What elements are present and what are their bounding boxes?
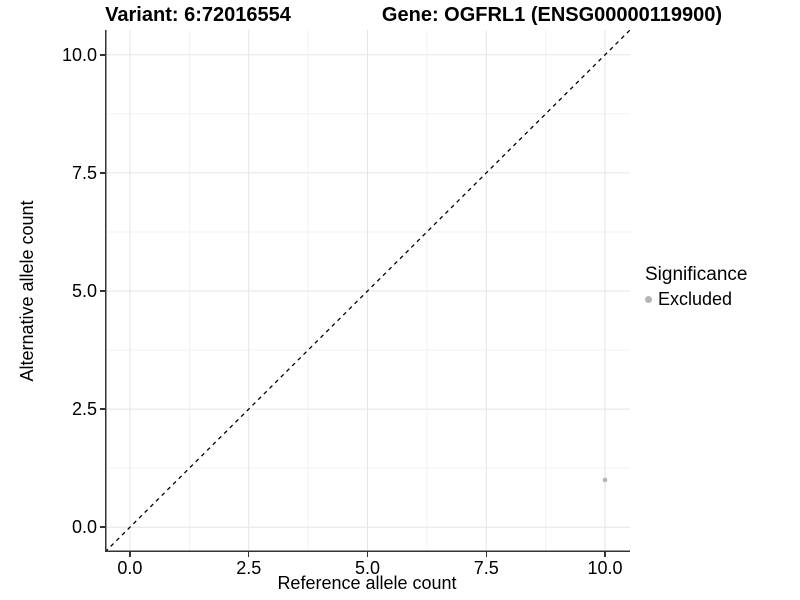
y-axis-tick-mark — [100, 290, 105, 292]
x-axis-tick-label: 0.0 — [117, 558, 143, 578]
y-axis-tick-mark — [100, 408, 105, 410]
legend-point-icon — [645, 295, 652, 303]
x-axis-tick-label: 5.0 — [354, 558, 381, 578]
legend-item-label: Excluded — [658, 289, 733, 309]
y-axis-title: Alternative allele count — [17, 200, 37, 382]
x-axis-tick-mark — [129, 552, 131, 557]
x-axis-title: Reference allele count — [277, 573, 457, 593]
y-axis-tick-mark — [100, 172, 105, 174]
y-axis-tick-mark — [100, 54, 105, 56]
y-axis-tick-label: 10.0 — [61, 44, 97, 65]
y-axis-tick-label: 2.5 — [71, 399, 97, 420]
y-axis-tick-label: 7.5 — [71, 162, 97, 183]
y-axis-tick-label: 5.0 — [71, 281, 97, 301]
legend-title: Significance — [645, 264, 748, 285]
y-axis-tick-mark — [100, 526, 105, 528]
x-axis-tick-label: 2.5 — [236, 558, 262, 578]
legend: Significance Excluded — [645, 264, 747, 310]
y-axis-tick-label: 0.0 — [71, 517, 97, 538]
legend-items: Excluded — [645, 288, 747, 310]
gene-title: Gene: OGFRL1 (ENSG00000119900) — [381, 4, 723, 26]
data-point — [602, 477, 608, 483]
legend-item: Excluded — [645, 288, 747, 310]
x-axis-tick-label: 7.5 — [473, 558, 499, 578]
x-axis-tick-mark — [485, 552, 488, 557]
plot-panel — [105, 30, 630, 552]
plot-area-canvas — [105, 30, 630, 552]
x-axis-tick-mark — [366, 552, 369, 557]
variant-title: Variant: 6:72016554 — [105, 4, 291, 26]
x-axis-tick-label: 10.0 — [587, 558, 623, 578]
x-axis-tick-mark — [247, 552, 250, 557]
x-axis-tick-mark — [604, 552, 606, 557]
identity-reference-line — [105, 30, 630, 552]
